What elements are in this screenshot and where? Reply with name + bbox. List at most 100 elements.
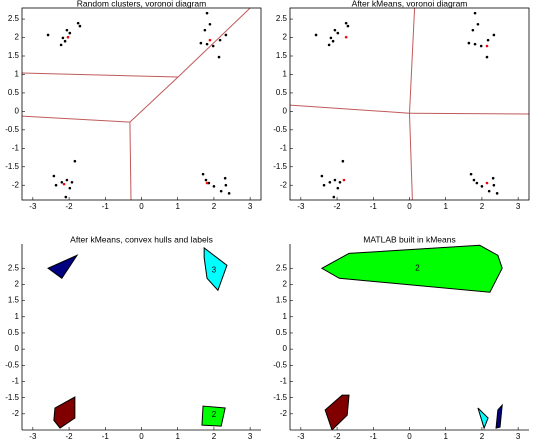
y-tick-label: 0.5 [8, 328, 20, 337]
y-tick-label: 2 [15, 33, 20, 42]
voronoi-edge [290, 104, 410, 114]
data-point [52, 174, 56, 178]
y-tick-label: -1.5 [273, 162, 287, 171]
data-point [205, 181, 209, 185]
convex-hull [201, 405, 226, 427]
data-point [70, 180, 74, 184]
subplot-title: Random clusters, voronoi diagram [77, 0, 206, 8]
y-tick-label: -1 [280, 143, 288, 152]
x-tick-label: -2 [334, 202, 342, 211]
data-point [219, 189, 223, 193]
x-tick-label: -3 [297, 432, 305, 441]
convex-hull [320, 244, 503, 293]
subplot: After kMeans, voronoi diagram -3 -2 -1 0 1 2 3 -… [273, 0, 530, 211]
x-tick-label: 0 [139, 432, 144, 441]
voronoi-edge [22, 115, 130, 123]
data-point [341, 159, 345, 163]
convex-hull [47, 254, 79, 280]
data-point [65, 178, 69, 182]
subplot-title: After kMeans, voronoi diagram [352, 0, 468, 8]
y-tick-label: 2.5 [276, 263, 288, 272]
y-tick-label: 2 [283, 33, 288, 42]
y-tick-label: -2 [280, 180, 288, 189]
data-point [344, 35, 348, 39]
subplot: Random clusters, voronoi diagram -3 -2 -1 0 1… [5, 0, 262, 211]
data-point [64, 195, 68, 199]
data-point [68, 186, 72, 190]
y-tick-label: -2 [280, 409, 288, 418]
voronoi-edge [22, 72, 179, 78]
y-tick-label: -1 [280, 377, 288, 386]
subplot: After kMeans, convex hulls and labels 3 2 -… [5, 234, 261, 441]
data-point [63, 39, 67, 43]
subplot-title: After kMeans, convex hulls and labels [70, 234, 213, 244]
convex-hull [324, 394, 350, 430]
data-point [224, 33, 228, 37]
data-point [62, 182, 66, 186]
data-point [329, 36, 333, 40]
data-point [469, 172, 473, 176]
data-point [487, 189, 491, 193]
y-tick-label: 1.5 [8, 51, 20, 60]
data-point [336, 31, 340, 35]
data-point [205, 42, 209, 46]
y-tick-label: 2.5 [8, 263, 20, 272]
x-tick-label: 3 [248, 432, 253, 441]
y-tick-label: -2 [12, 180, 20, 189]
x-tick-label: 1 [175, 432, 180, 441]
data-point [223, 176, 227, 180]
data-point [76, 21, 80, 25]
voronoi-edge [177, 8, 251, 78]
data-point [473, 42, 477, 46]
data-point [217, 55, 221, 59]
data-point [68, 31, 72, 35]
data-point [328, 180, 332, 184]
y-tick-label: -1.5 [5, 162, 19, 171]
data-point [314, 33, 318, 37]
x-tick-label: 2 [212, 202, 217, 211]
y-tick-label: 0 [15, 344, 20, 353]
data-point [492, 183, 496, 187]
data-point [467, 41, 471, 45]
data-point [476, 22, 480, 26]
data-point [208, 22, 212, 26]
data-point [208, 38, 212, 42]
data-point [344, 21, 348, 25]
y-tick-label: 1 [283, 70, 288, 79]
data-point [211, 44, 215, 48]
y-tick-label: -1.5 [273, 393, 287, 402]
axes-box [21, 7, 262, 201]
x-tick-label: 1 [175, 202, 180, 211]
y-tick-label: 1.5 [276, 296, 288, 305]
data-point [78, 24, 82, 28]
data-point [338, 180, 342, 184]
hull-label: 2 [415, 263, 420, 272]
x-tick-label: 3 [248, 202, 253, 211]
x-tick-label: -2 [66, 432, 74, 441]
y-tick-label: -1.5 [5, 393, 19, 402]
x-tick-label: -2 [66, 202, 74, 211]
x-tick-label: 3 [516, 202, 521, 211]
data-point [207, 181, 211, 185]
data-point [203, 28, 207, 32]
data-point [212, 185, 216, 188]
data-point [472, 178, 476, 182]
data-point [332, 195, 336, 199]
y-tick-label: -0.5 [273, 360, 287, 369]
data-point [491, 176, 495, 180]
x-tick-label: -1 [102, 202, 110, 211]
plot-area [47, 246, 228, 429]
x-tick-label: 2 [480, 202, 485, 211]
x-tick-label: 2 [480, 432, 485, 441]
x-tick-label: 0 [407, 202, 412, 211]
x-tick-label: -3 [29, 432, 37, 441]
y-tick-label: -2 [12, 409, 20, 418]
data-point [73, 159, 77, 163]
data-point [342, 178, 346, 182]
subplot-title: MATLAB built in kMeans [363, 234, 455, 244]
data-point [485, 55, 489, 59]
data-point [336, 186, 340, 190]
data-point [327, 43, 331, 47]
subplot: MATLAB built in kMeans 2 -3 -2 -1 0 1 2 3 -2 -1.5 -… [273, 234, 529, 441]
y-tick-label: 1 [283, 312, 288, 321]
